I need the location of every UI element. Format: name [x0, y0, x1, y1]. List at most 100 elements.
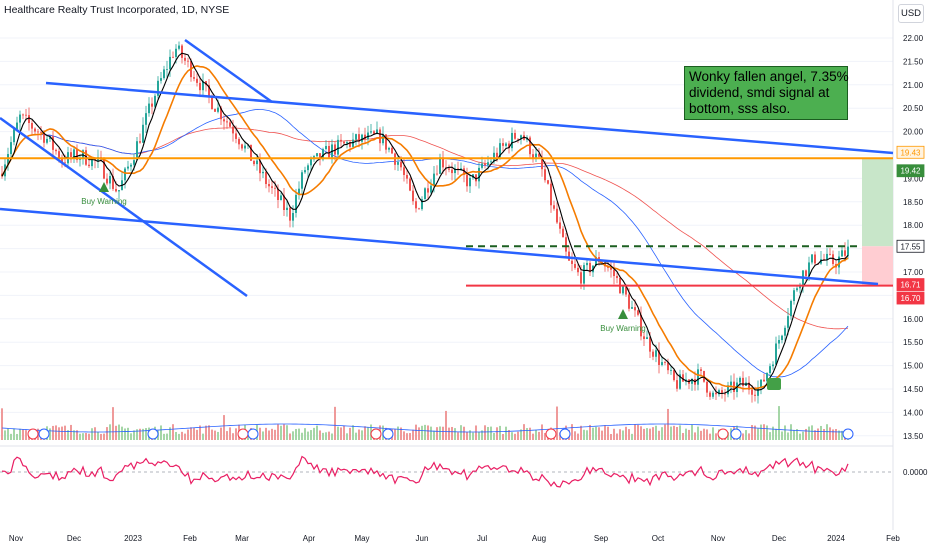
candle-body — [118, 190, 120, 192]
volume-bar — [538, 431, 540, 440]
candle-body — [226, 121, 228, 123]
volume-bar — [82, 433, 84, 440]
price-label: 19.43 — [896, 145, 925, 159]
candle-body — [673, 370, 675, 381]
volume-bar — [67, 430, 69, 440]
x-tick-label: May — [354, 534, 369, 543]
candle-body — [664, 362, 666, 363]
candle-body — [316, 153, 318, 157]
candle-body — [382, 134, 384, 144]
volume-bar — [436, 427, 438, 440]
volume-bar — [406, 433, 408, 440]
volume-bar — [322, 432, 324, 440]
volume-bar — [19, 428, 21, 440]
candle-body — [235, 133, 237, 139]
candle-body — [829, 253, 831, 255]
candle-body — [283, 195, 285, 210]
candle-body — [742, 377, 744, 386]
volume-bar — [466, 431, 468, 440]
volume-bar — [691, 424, 693, 440]
volume-bar — [301, 432, 303, 440]
dividend-badge — [559, 428, 571, 440]
candle-body — [55, 149, 57, 152]
candle-body — [715, 392, 717, 395]
candle-body — [595, 257, 597, 266]
x-tick-label: Nov — [711, 534, 725, 543]
volume-bar — [91, 428, 93, 440]
volume-bar — [535, 429, 537, 440]
candle-body — [106, 178, 108, 184]
candle-body — [244, 145, 246, 149]
candle-body — [499, 143, 501, 158]
trend-line — [184, 38, 273, 104]
candle-body — [544, 169, 546, 181]
volume-bar — [205, 425, 207, 440]
volume-bar — [361, 430, 363, 440]
candle-body — [415, 201, 417, 209]
volume-bar — [499, 425, 501, 440]
candle-body — [700, 369, 702, 371]
candle-body — [211, 95, 213, 110]
volume-bar — [589, 424, 591, 440]
volume-bar — [490, 426, 492, 440]
dividend-badge — [730, 428, 742, 440]
volume-bar — [637, 424, 639, 440]
x-tick-label: Jul — [477, 534, 487, 543]
volume-bar — [181, 431, 183, 440]
volume-bar — [829, 427, 831, 440]
candle-body — [301, 172, 303, 189]
volume-bar — [487, 426, 489, 440]
volume-bar — [340, 427, 342, 440]
candle-body — [241, 144, 243, 149]
candle-body — [253, 160, 255, 165]
candle-body — [718, 390, 720, 395]
candle-body — [412, 190, 414, 202]
volume-bar — [748, 433, 750, 440]
candle-body — [784, 327, 786, 336]
candle-body — [184, 57, 186, 61]
volume-bar — [772, 426, 774, 440]
candle-body — [454, 168, 456, 174]
volume-bar — [310, 430, 312, 440]
volume-bar — [709, 433, 711, 440]
volume-bar — [169, 427, 171, 440]
candle-body — [511, 132, 513, 149]
volume-bar — [577, 433, 579, 440]
candle-body — [268, 184, 270, 187]
volume-bar — [196, 429, 198, 440]
candle-body — [493, 152, 495, 162]
volume-bar — [451, 426, 453, 440]
annotation-note[interactable]: Wonky fallen angel, 7.35% dividend, smdi… — [684, 66, 849, 120]
volume-bar — [106, 427, 108, 440]
volume-bar — [430, 426, 432, 440]
volume-bar — [193, 427, 195, 440]
candle-body — [406, 174, 408, 179]
candle-body — [427, 188, 429, 193]
volume-bar — [526, 428, 528, 440]
volume-bar — [283, 424, 285, 440]
candle-body — [154, 95, 156, 107]
price-label-box — [896, 239, 925, 253]
volume-bar — [76, 430, 78, 440]
candle-body — [679, 374, 681, 389]
candle-body — [550, 183, 552, 206]
volume-bar — [271, 428, 273, 440]
candle-body — [196, 78, 198, 83]
currency-button[interactable]: USD — [898, 4, 924, 23]
volume-bar — [460, 425, 462, 440]
volume-bar — [592, 427, 594, 440]
volume-bar — [679, 425, 681, 440]
price-label-box — [896, 278, 925, 291]
candle-body — [64, 162, 66, 164]
volume-bar — [313, 427, 315, 440]
volume-bar — [85, 433, 87, 440]
y-tick-label: 21.00 — [903, 81, 924, 90]
candle-body — [712, 392, 714, 397]
volume-bar — [10, 433, 12, 440]
earnings-badge — [545, 428, 557, 440]
candle-body — [655, 350, 657, 357]
volume-bar — [790, 424, 792, 440]
volume-bar — [103, 433, 105, 440]
candle-body — [670, 370, 672, 371]
